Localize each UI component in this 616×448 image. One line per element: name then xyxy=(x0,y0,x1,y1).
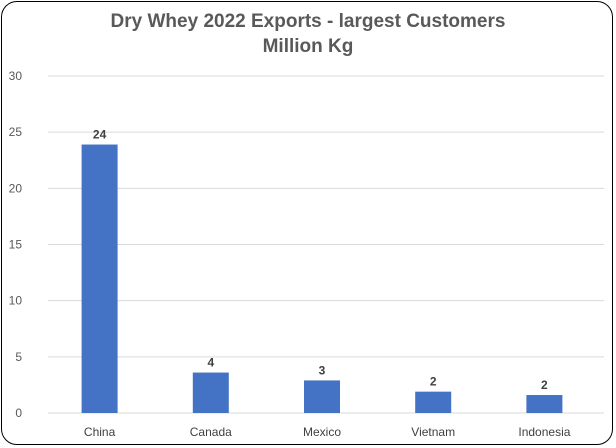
y-tick-label: 5 xyxy=(15,350,22,364)
bar-canada xyxy=(192,372,229,413)
x-tick-label: Vietnam xyxy=(411,425,455,439)
y-tick-label: 30 xyxy=(9,69,23,83)
y-tick-label: 0 xyxy=(15,406,22,420)
data-label: 2 xyxy=(541,378,548,392)
y-tick-label: 10 xyxy=(9,294,23,308)
x-tick-label: China xyxy=(84,425,116,439)
chart-subtitle: Million Kg xyxy=(262,36,354,57)
y-tick-label: 25 xyxy=(9,125,23,139)
chart-title: Dry Whey 2022 Exports - largest Customer… xyxy=(110,11,506,32)
data-label: 24 xyxy=(93,128,107,142)
data-label: 2 xyxy=(430,375,437,389)
bar-mexico xyxy=(304,380,340,413)
x-tick-label: Indonesia xyxy=(518,425,570,439)
y-tick-label: 20 xyxy=(9,181,23,195)
data-label: 4 xyxy=(207,356,214,370)
bar-vietnam xyxy=(415,391,452,413)
x-tick-label: Mexico xyxy=(303,425,341,439)
bar-china xyxy=(81,144,118,414)
x-tick-label: Canada xyxy=(190,425,232,439)
bar-indonesia xyxy=(526,395,563,413)
y-tick-label: 15 xyxy=(9,238,23,252)
data-label: 3 xyxy=(319,363,326,377)
